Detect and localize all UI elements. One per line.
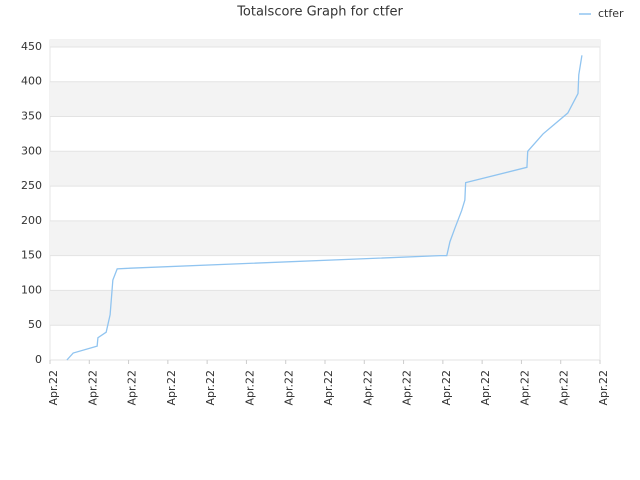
- x-tick-label: Apr.22: [47, 370, 60, 406]
- y-tick-label: 200: [21, 214, 42, 227]
- y-tick-label: 0: [35, 353, 42, 366]
- y-tick-label: 150: [21, 249, 42, 262]
- x-tick-label: Apr.22: [165, 370, 178, 406]
- x-tick-label: Apr.22: [283, 370, 296, 406]
- grid-band: [50, 220, 600, 256]
- y-tick-label: 100: [21, 283, 42, 296]
- y-tick-label: 400: [21, 75, 42, 88]
- x-tick-label: Apr.22: [440, 370, 453, 406]
- x-tick-label: Apr.22: [204, 370, 217, 406]
- x-tick-label: Apr.22: [558, 370, 571, 406]
- grid-band: [50, 151, 600, 187]
- y-tick-label: 50: [28, 318, 42, 331]
- grid-band: [50, 81, 600, 117]
- x-tick-label: Apr.22: [126, 370, 139, 406]
- chart-title: Totalscore Graph for ctfer: [236, 5, 403, 20]
- x-tick-label: Apr.22: [361, 370, 374, 406]
- x-tick-label: Apr.22: [479, 370, 492, 406]
- x-tick-label: Apr.22: [322, 370, 335, 406]
- x-tick-label: Apr.22: [86, 370, 99, 406]
- x-tick-label: Apr.22: [597, 370, 610, 406]
- x-tick-label: Apr.22: [518, 370, 531, 406]
- y-tick-label: 250: [21, 179, 42, 192]
- y-tick-label: 350: [21, 110, 42, 123]
- x-tick-label: Apr.22: [401, 370, 414, 406]
- legend-label: ctfer: [598, 7, 624, 20]
- y-tick-label: 450: [21, 40, 42, 53]
- y-tick-label: 300: [21, 144, 42, 157]
- x-tick-label: Apr.22: [243, 370, 256, 406]
- data-line: [66, 55, 583, 361]
- grid-band: [50, 290, 600, 326]
- grid-band: [50, 40, 600, 47]
